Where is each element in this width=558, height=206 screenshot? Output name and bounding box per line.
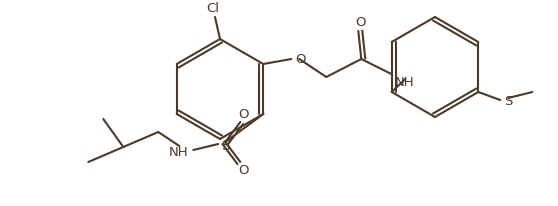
Text: O: O: [295, 53, 306, 66]
Text: NH: NH: [395, 76, 414, 89]
Text: Cl: Cl: [206, 2, 219, 15]
Text: S: S: [221, 138, 230, 152]
Text: O: O: [238, 108, 248, 121]
Text: O: O: [355, 16, 365, 29]
Text: O: O: [238, 164, 248, 177]
Text: NH: NH: [169, 146, 188, 159]
Text: S: S: [504, 95, 513, 108]
